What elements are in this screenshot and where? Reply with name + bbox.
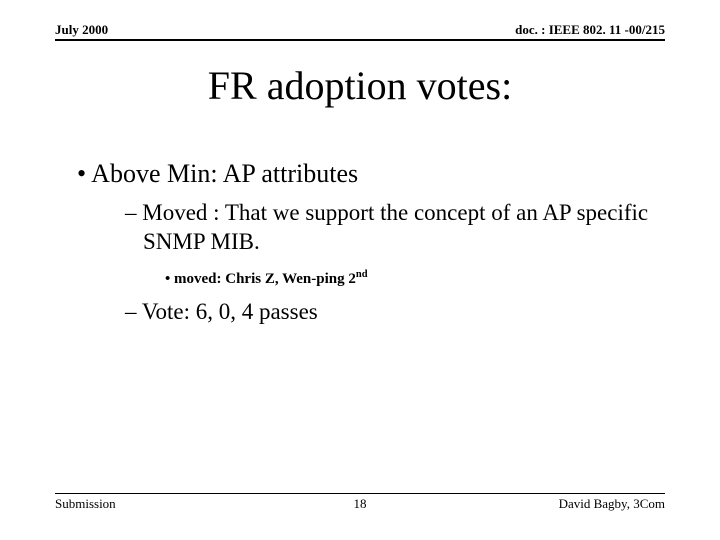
superscript: nd — [356, 269, 368, 280]
slide-footer: Submission 18 David Bagby, 3Com — [55, 493, 665, 512]
bullet-marker: • — [165, 271, 174, 287]
bullet-level-2: – Vote: 6, 0, 4 passes — [125, 298, 665, 327]
bullet-text: Vote: 6, 0, 4 passes — [142, 299, 318, 324]
bullet-level-3: • moved: Chris Z, Wen-ping 2nd — [165, 269, 665, 288]
bullet-marker: • — [77, 159, 91, 188]
slide-title: FR adoption votes: — [0, 62, 720, 109]
footer-page-number: 18 — [354, 496, 367, 512]
bullet-level-2: – Moved : That we support the concept of… — [125, 199, 665, 257]
bullet-marker: – — [125, 200, 142, 225]
header-date: July 2000 — [55, 22, 108, 38]
bullet-text: Above Min: AP attributes — [91, 159, 358, 188]
header-doc-id: doc. : IEEE 802. 11 -00/215 — [515, 22, 665, 38]
slide-header: July 2000 doc. : IEEE 802. 11 -00/215 — [55, 22, 665, 41]
footer-author: David Bagby, 3Com — [559, 496, 665, 512]
slide-content: • Above Min: AP attributes – Moved : Tha… — [55, 158, 665, 326]
bullet-marker: – — [125, 299, 142, 324]
footer-left: Submission — [55, 496, 116, 512]
bullet-level-1: • Above Min: AP attributes — [77, 158, 665, 189]
bullet-text: Moved : That we support the concept of a… — [142, 200, 648, 254]
bullet-text: moved: Chris Z, Wen-ping 2 — [174, 271, 356, 287]
